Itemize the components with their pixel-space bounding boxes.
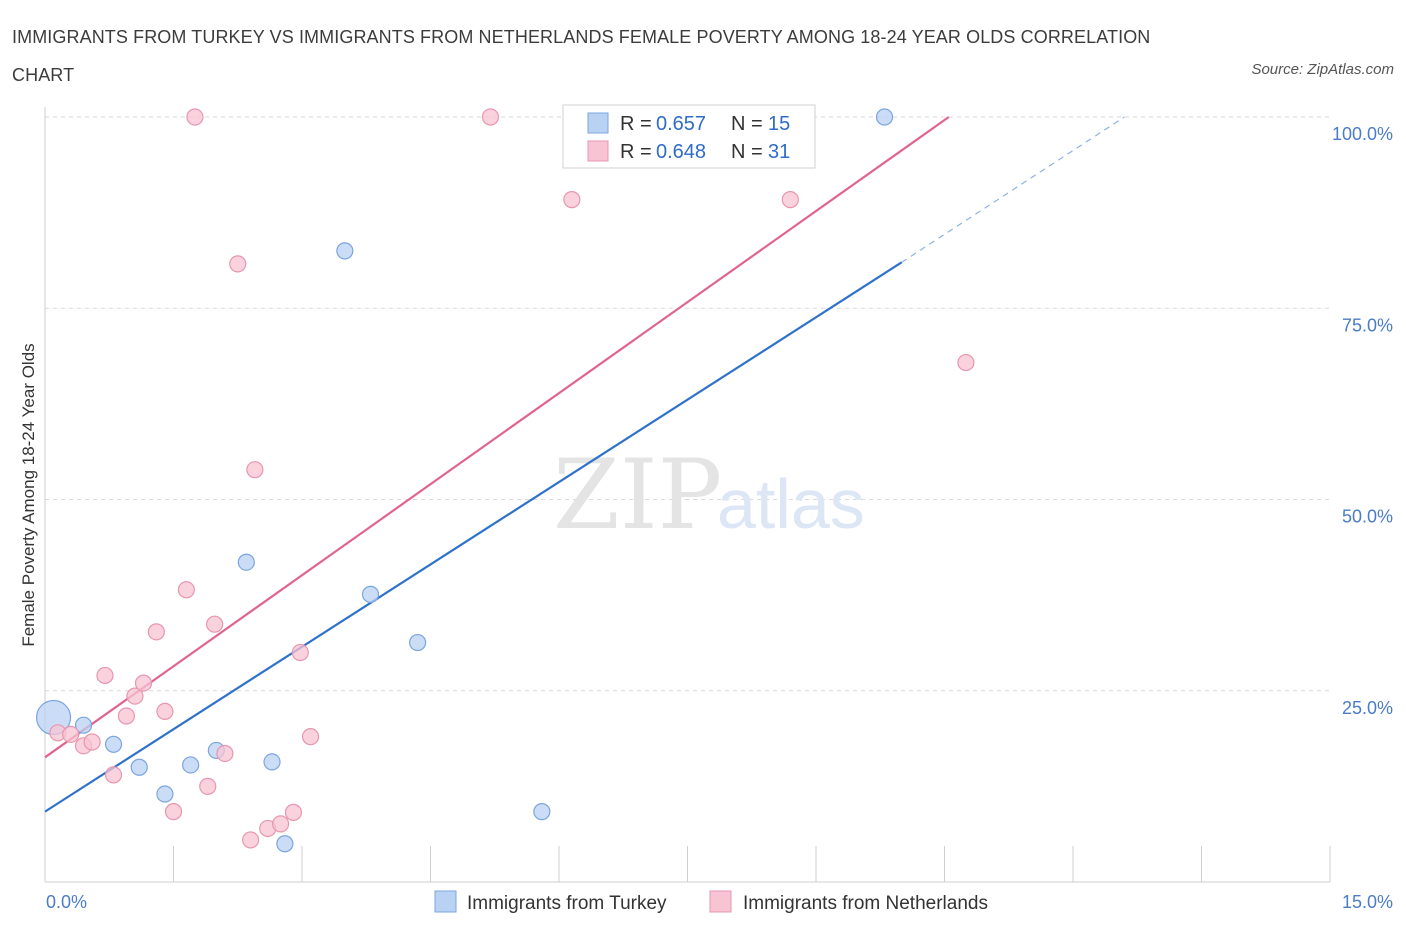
data-point-turkey: [336, 242, 354, 260]
data-point-netherlands: [957, 353, 975, 372]
data-point-netherlands: [147, 623, 165, 641]
data-point-netherlands: [156, 702, 174, 721]
legend-swatch-turkey: [587, 112, 609, 134]
legend-n-value-netherlands: 31: [768, 141, 790, 163]
data-point-turkey: [409, 633, 427, 652]
legend-r-label-turkey: R =: [620, 113, 652, 135]
series-legend-swatch-netherlands: [709, 890, 732, 913]
data-point-turkey: [104, 735, 123, 753]
x-tick-label: 15.0%: [1342, 892, 1393, 912]
data-point-netherlands: [134, 674, 153, 692]
y-tick-label: 100.0%: [1332, 124, 1393, 144]
data-point-turkey: [130, 758, 148, 776]
data-point-netherlands: [301, 728, 320, 746]
data-point-netherlands: [291, 643, 309, 662]
trend-lines: [44, 116, 1125, 813]
data-point-turkey: [276, 835, 294, 853]
data-point-turkey: [533, 803, 551, 821]
gridlines: [45, 116, 1330, 692]
data-point-turkey: [156, 785, 174, 803]
data-point-netherlands: [271, 815, 290, 833]
legend-r-label-netherlands: R =: [620, 141, 652, 163]
source-credit: Source: ZipAtlas.com: [1251, 61, 1394, 78]
data-point-turkey: [875, 108, 894, 126]
data-point-netherlands: [206, 615, 224, 633]
watermark-atlas: atlas: [717, 465, 865, 543]
legend-r-value-turkey: 0.657: [656, 113, 706, 135]
axes: [44, 107, 1331, 883]
trend-line-turkey-extension: [901, 116, 1125, 263]
data-point-turkey: [361, 585, 380, 603]
data-point-netherlands: [242, 831, 260, 849]
series-legend-label-turkey: Immigrants from Turkey: [467, 893, 667, 914]
series-legend-label-netherlands: Immigrants from Netherlands: [743, 893, 988, 914]
series-legend: Immigrants from Turkey Immigrants from N…: [434, 890, 988, 914]
data-point-netherlands: [62, 725, 80, 743]
data-point-netherlands: [104, 766, 123, 784]
data-points: [35, 108, 975, 853]
tick-labels: 25.0% 50.0% 75.0% 100.0% 0.0% 15.0%: [46, 124, 1393, 912]
trend-line-netherlands: [44, 116, 950, 759]
chart-title: IMMIGRANTS FROM TURKEY VS IMMIGRANTS FRO…: [12, 27, 1151, 85]
x-tick-label: 0.0%: [46, 892, 87, 912]
data-point-netherlands: [216, 744, 234, 763]
y-tick-label: 75.0%: [1342, 315, 1393, 335]
data-point-netherlands: [96, 666, 114, 685]
legend-r-value-netherlands: 0.648: [656, 141, 706, 163]
data-point-netherlands: [126, 687, 144, 705]
correlation-legend: R = 0.657 N = 15 R = 0.648 N = 31: [562, 104, 816, 169]
data-point-netherlands: [284, 803, 303, 821]
data-point-netherlands: [246, 461, 264, 479]
watermark-zip: ZIP: [553, 439, 722, 551]
y-tick-label: 50.0%: [1342, 507, 1393, 527]
series-legend-swatch-turkey: [434, 890, 457, 913]
legend-n-label-netherlands: N =: [731, 141, 763, 163]
data-point-netherlands: [199, 777, 217, 795]
legend-swatch-netherlands: [587, 140, 609, 162]
data-point-turkey: [74, 716, 93, 734]
data-point-turkey: [237, 553, 255, 571]
trend-line-turkey: [44, 261, 903, 813]
data-point-netherlands: [83, 733, 101, 751]
y-axis-label: Female Poverty Among 18-24 Year Olds: [19, 343, 38, 646]
data-point-netherlands: [117, 707, 135, 725]
data-point-turkey: [263, 753, 281, 771]
data-point-netherlands: [781, 191, 799, 209]
data-point-netherlands: [229, 255, 247, 273]
y-tick-label: 25.0%: [1342, 698, 1393, 718]
data-point-netherlands: [563, 191, 581, 209]
legend-n-value-turkey: 15: [768, 113, 790, 135]
data-point-netherlands: [481, 108, 500, 126]
data-point-netherlands: [164, 803, 183, 821]
data-point-netherlands: [186, 108, 204, 126]
legend-n-label-turkey: N =: [731, 113, 763, 135]
data-point-turkey: [182, 756, 200, 774]
data-point-netherlands: [177, 581, 195, 599]
